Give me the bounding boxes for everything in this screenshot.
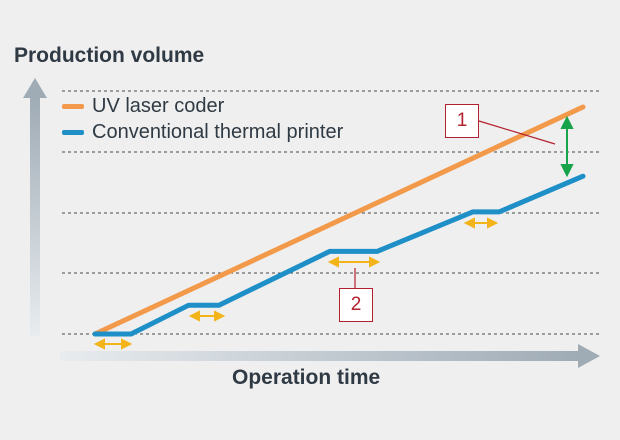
- callout-2: 2: [339, 288, 373, 322]
- pause-arrow: [327, 256, 381, 268]
- legend-item-thermal-printer: Conventional thermal printer: [62, 119, 343, 145]
- legend-swatch: [62, 103, 84, 109]
- pause-arrow: [93, 338, 133, 350]
- callout-1-leader: [478, 120, 556, 145]
- x-axis-arrow: [60, 344, 600, 368]
- pause-arrow: [463, 217, 499, 229]
- legend-label: UV laser coder: [92, 94, 225, 117]
- pause-arrow: [188, 310, 226, 322]
- gap-arrow: [560, 115, 574, 178]
- pause-arrows: [93, 217, 499, 350]
- legend-swatch: [62, 129, 84, 135]
- series-line-thermal-printer: [92, 173, 586, 337]
- legend-label: Conventional thermal printer: [92, 120, 344, 143]
- x-axis-title: Operation time: [232, 366, 381, 389]
- y-axis-title: Production volume: [14, 44, 205, 67]
- callout-leaders: [354, 120, 556, 288]
- legend-item-uv-laser: UV laser coder: [62, 93, 343, 119]
- series-line-uv-laser-coder: [92, 104, 586, 337]
- y-axis-arrow: [23, 78, 47, 336]
- callout-1: 1: [445, 104, 479, 138]
- legend: UV laser coder Conventional thermal prin…: [62, 93, 343, 145]
